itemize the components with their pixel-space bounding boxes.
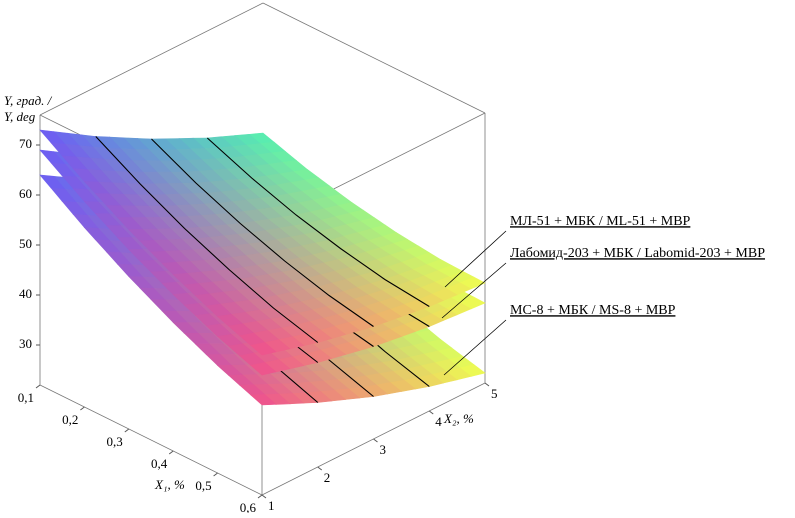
x1-tick xyxy=(124,428,130,433)
z-axis-label: Y, deg xyxy=(4,109,36,124)
z-tick-label: 30 xyxy=(19,336,32,351)
z-tick-label: 50 xyxy=(19,236,32,251)
x1-tick xyxy=(213,472,218,477)
surface-patch xyxy=(250,394,277,406)
x1-tick xyxy=(80,406,85,411)
x1-axis-label: X₁, % xyxy=(154,477,185,492)
contour-line xyxy=(95,136,319,343)
x1-tick-label: 0,2 xyxy=(62,412,78,427)
surfaces xyxy=(39,129,486,406)
legend-label: МЛ-51 + МБК / ML-51 + MBP xyxy=(510,214,691,229)
labels: Y, град. / Y, deg X₁, % X₂, % 30 40 50 60 70… xyxy=(4,93,765,515)
x1-tick-label: 0,6 xyxy=(240,500,257,513)
x2-axis-label: X₂, % xyxy=(443,411,474,426)
x1-tick xyxy=(35,384,41,389)
x1-tick-label: 0,1 xyxy=(18,390,34,405)
z-axis-label: Y, град. / xyxy=(4,93,53,108)
box-edge xyxy=(39,2,264,116)
x2-tick-label: 2 xyxy=(324,470,331,485)
z-tick-label: 70 xyxy=(19,136,32,151)
surface-patch xyxy=(250,362,277,376)
x2-tick-label: 4 xyxy=(435,414,442,429)
legend-leader xyxy=(441,262,507,319)
x2-tick xyxy=(261,494,267,499)
box-edge xyxy=(262,2,486,114)
x2-tick-label: 3 xyxy=(380,442,387,457)
x1-tick xyxy=(168,450,174,455)
box-edge xyxy=(39,384,263,496)
x2-tick xyxy=(484,382,490,387)
x1-tick-label: 0,4 xyxy=(151,456,168,471)
x2-tick xyxy=(317,466,323,471)
x2-tick xyxy=(428,410,434,415)
contour-line xyxy=(206,137,430,307)
legend-label: Лабомид-203 + МБК / Labomid-203 + MBP xyxy=(510,246,765,261)
x1-tick xyxy=(257,494,263,499)
legend-leader xyxy=(444,230,507,288)
x2-tick-label: 1 xyxy=(268,498,275,513)
legend-label: МС-8 + МБК / MS-8 + MBP xyxy=(510,303,676,318)
legend-leader xyxy=(443,319,507,376)
x1-tick-label: 0,3 xyxy=(107,434,123,449)
surface-patch xyxy=(250,342,277,356)
contour-line xyxy=(151,138,374,327)
x2-tick xyxy=(373,438,378,443)
x2-tick-label: 5 xyxy=(491,386,498,401)
x1-tick-label: 0,5 xyxy=(195,478,211,493)
z-tick-label: 40 xyxy=(19,286,32,301)
z-tick-label: 60 xyxy=(19,186,32,201)
